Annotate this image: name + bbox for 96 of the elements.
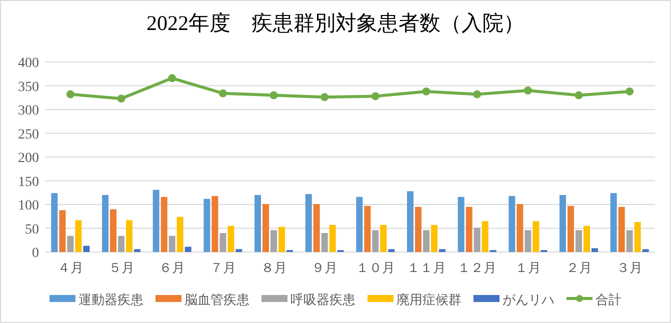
y-tick-label: 0 (32, 246, 39, 261)
bar (236, 249, 242, 252)
x-tick-label: ３月 (616, 261, 643, 276)
y-tick-label: 100 (18, 198, 39, 214)
x-tick-label: １２月 (458, 261, 497, 276)
point (66, 90, 74, 98)
bar (356, 196, 363, 252)
x-tick-label: １月 (514, 261, 541, 276)
bar (305, 194, 312, 252)
point (168, 74, 176, 82)
point (320, 93, 329, 102)
bar (278, 226, 285, 252)
x-tick-label: １０月 (356, 261, 395, 276)
bar (626, 230, 633, 252)
bar (466, 206, 472, 252)
bar (560, 195, 566, 252)
legend-label: 呼吸器疾患 (290, 293, 356, 308)
bar (516, 204, 524, 252)
bar (83, 246, 90, 252)
bar (110, 209, 116, 252)
bar (610, 193, 617, 252)
point (574, 91, 583, 100)
x-tick-label: ２月 (566, 261, 592, 276)
bar (160, 196, 168, 252)
bar (407, 191, 414, 252)
bar (532, 221, 540, 252)
bar (329, 224, 336, 252)
bar (642, 249, 649, 252)
bar (102, 195, 108, 252)
bar (67, 236, 74, 252)
bar (474, 228, 480, 252)
point (218, 89, 227, 98)
y-tick-label: 350 (18, 80, 39, 95)
bar (388, 249, 395, 252)
bar (168, 236, 176, 252)
bar (431, 224, 438, 252)
bar (634, 222, 641, 252)
bar (126, 220, 132, 252)
bar (228, 226, 234, 252)
bar (439, 249, 446, 252)
bar (584, 226, 590, 252)
bar (212, 196, 218, 252)
bar (415, 206, 422, 252)
bar (152, 190, 160, 252)
point (371, 92, 380, 100)
bar (508, 196, 516, 252)
bar (51, 193, 58, 252)
bar (75, 220, 82, 252)
bar (576, 230, 582, 252)
bar (134, 249, 140, 252)
point (524, 86, 532, 94)
y-tick-label: 200 (18, 151, 39, 166)
bar (118, 236, 124, 252)
bar (313, 204, 320, 252)
bar (458, 196, 464, 252)
point (117, 94, 126, 103)
x-tick-label: ６月 (159, 261, 186, 276)
point (270, 91, 278, 100)
bar (59, 210, 66, 252)
bar (176, 216, 184, 252)
bar (618, 206, 625, 252)
x-tick-label: １１月 (406, 261, 446, 276)
bar (423, 230, 430, 252)
bar (270, 230, 277, 252)
bar (524, 230, 532, 252)
bar (184, 246, 192, 252)
x-tick-label: ５月 (108, 261, 134, 276)
bar (364, 206, 371, 252)
x-tick-label: ８月 (260, 261, 287, 276)
x-tick-label: ７月 (210, 261, 236, 276)
bar (372, 230, 379, 252)
y-tick-label: 250 (18, 127, 39, 142)
x-tick-label: ９月 (312, 261, 338, 276)
legend-label: 運動器疾患 (78, 293, 144, 308)
y-tick-label: 150 (18, 174, 39, 190)
bar (568, 206, 574, 252)
point (422, 87, 430, 96)
legend-label: 廃用症候群 (396, 293, 462, 308)
bar (220, 233, 226, 252)
point (626, 87, 634, 96)
legend-label: 合計 (596, 293, 622, 308)
y-tick-label: 50 (25, 222, 39, 238)
bar (482, 221, 488, 252)
y-tick-label: 300 (18, 104, 39, 118)
legend-label: がんリハ (502, 293, 554, 308)
bar (380, 224, 387, 252)
x-tick-label: ４月 (57, 261, 84, 276)
chart-title: 2022年度 疾患群別対象患者数（入院） (146, 11, 524, 35)
y-tick-label: 400 (18, 56, 39, 71)
bar (321, 233, 328, 252)
bar (254, 195, 261, 252)
bar (262, 204, 269, 252)
point (473, 90, 482, 98)
bar (204, 198, 210, 252)
legend-label: 脳血管疾患 (184, 293, 250, 308)
bar (592, 248, 598, 252)
